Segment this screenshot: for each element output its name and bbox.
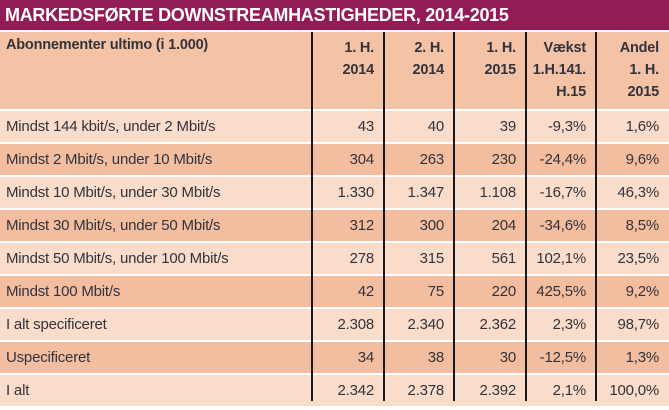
- row-label: Mindst 10 Mbit/s, under 30 Mbit/s: [0, 175, 312, 208]
- header-line: Vækst: [543, 40, 586, 56]
- row-label: Mindst 144 kbit/s, under 2 Mbit/s: [0, 109, 312, 142]
- data-table: Abonnementer ultimo (i 1.000) 1. H. 2014…: [0, 32, 669, 406]
- row-value: 30: [454, 340, 526, 373]
- table-row: Mindst 100 Mbit/s 42 75 220 425,5% 9,2%: [0, 274, 669, 307]
- row-value: 43: [312, 109, 384, 142]
- header-line: 1. H.: [344, 40, 374, 56]
- header-col-1h2015: 1. H. 2015: [454, 32, 526, 109]
- row-value: 230: [454, 142, 526, 175]
- row-value: 300: [384, 208, 454, 241]
- header-line: 2015: [627, 84, 660, 100]
- row-value: 1.330: [312, 175, 384, 208]
- row-value: 1.347: [384, 175, 454, 208]
- row-value: 9,2%: [596, 274, 669, 307]
- header-line: 1. H.: [629, 62, 659, 78]
- row-value: 2.362: [454, 307, 526, 340]
- table-row: I alt 2.342 2.378 2.392 2,1% 100,0%: [0, 373, 669, 406]
- row-value: 1.108: [454, 175, 526, 208]
- row-label: I alt specificeret: [0, 307, 312, 340]
- table-row: Uspecificeret 34 38 30 -12,5% 1,3%: [0, 340, 669, 373]
- row-value: 38: [384, 340, 454, 373]
- row-value: 204: [454, 208, 526, 241]
- row-value: 100,0%: [596, 373, 669, 406]
- header-row: Abonnementer ultimo (i 1.000) 1. H. 2014…: [0, 32, 669, 109]
- header-col-vaekst: Vækst 1.H.141. H.15: [526, 32, 596, 109]
- row-value: -16,7%: [526, 175, 596, 208]
- figure-title-bar: MARKEDSFØRTE DOWNSTREAMHASTIGHEDER, 2014…: [0, 0, 669, 30]
- table-row: Mindst 10 Mbit/s, under 30 Mbit/s 1.330 1.…: [0, 175, 669, 208]
- table-row: Mindst 50 Mbit/s, under 100 Mbit/s 278 315…: [0, 241, 669, 274]
- header-line: 2. H.: [414, 40, 444, 56]
- row-value: -12,5%: [526, 340, 596, 373]
- row-value: 425,5%: [526, 274, 596, 307]
- row-value: 2,3%: [526, 307, 596, 340]
- header-col-1h2014: 1. H. 2014: [312, 32, 384, 109]
- row-value: 312: [312, 208, 384, 241]
- row-value: 8,5%: [596, 208, 669, 241]
- table-row: I alt specificeret 2.308 2.340 2.362 2,3% 98,…: [0, 307, 669, 340]
- header-corner-label: Abonnementer ultimo (i 1.000): [0, 32, 312, 109]
- row-value: 2.342: [312, 373, 384, 406]
- row-value: 2.392: [454, 373, 526, 406]
- row-label: Mindst 2 Mbit/s, under 10 Mbit/s: [0, 142, 312, 175]
- row-value: 34: [312, 340, 384, 373]
- table-body: Mindst 144 kbit/s, under 2 Mbit/s 43 40 39-…: [0, 109, 669, 406]
- table-row: Mindst 30 Mbit/s, under 50 Mbit/s 312 300 2…: [0, 208, 669, 241]
- row-value: 46,3%: [596, 175, 669, 208]
- row-value: 263: [384, 142, 454, 175]
- row-value: 2.378: [384, 373, 454, 406]
- row-value: 102,1%: [526, 241, 596, 274]
- header-col-andel: Andel 1. H. 2015: [596, 32, 669, 109]
- row-value: 23,5%: [596, 241, 669, 274]
- row-value: 42: [312, 274, 384, 307]
- row-value: 9,6%: [596, 142, 669, 175]
- header-line: 2014: [412, 62, 445, 78]
- row-value: -9,3%: [526, 109, 596, 142]
- row-value: 315: [384, 241, 454, 274]
- header-col-2h2014: 2. H. 2014: [384, 32, 454, 109]
- row-value: 2.340: [384, 307, 454, 340]
- row-label: Mindst 100 Mbit/s: [0, 274, 312, 307]
- row-label: Mindst 50 Mbit/s, under 100 Mbit/s: [0, 241, 312, 274]
- row-value: 2,1%: [526, 373, 596, 406]
- header-line: H.15: [556, 84, 586, 100]
- header-line: 2015: [484, 62, 517, 78]
- row-value: 278: [312, 241, 384, 274]
- row-value: 304: [312, 142, 384, 175]
- row-label: Mindst 30 Mbit/s, under 50 Mbit/s: [0, 208, 312, 241]
- table-row: Mindst 2 Mbit/s, under 10 Mbit/s 304 263 23…: [0, 142, 669, 175]
- row-value: 1,6%: [596, 109, 669, 142]
- row-value: 98,7%: [596, 307, 669, 340]
- header-line: 2014: [342, 62, 375, 78]
- row-value: 2.308: [312, 307, 384, 340]
- row-value: -24,4%: [526, 142, 596, 175]
- row-value: 1,3%: [596, 340, 669, 373]
- row-value: 561: [454, 241, 526, 274]
- header-line: 1. H.: [486, 40, 516, 56]
- row-value: 39: [454, 109, 526, 142]
- row-label: Uspecificeret: [0, 340, 312, 373]
- row-label: I alt: [0, 373, 312, 406]
- row-value: 75: [384, 274, 454, 307]
- row-value: -34,6%: [526, 208, 596, 241]
- figure-title: MARKEDSFØRTE DOWNSTREAMHASTIGHEDER, 2014…: [5, 4, 509, 25]
- table-row: Mindst 144 kbit/s, under 2 Mbit/s 43 40 39-…: [0, 109, 669, 142]
- header-line: 1.H.141.: [532, 62, 586, 78]
- row-value: 220: [454, 274, 526, 307]
- row-value: 40: [384, 109, 454, 142]
- header-line: Andel: [619, 40, 659, 56]
